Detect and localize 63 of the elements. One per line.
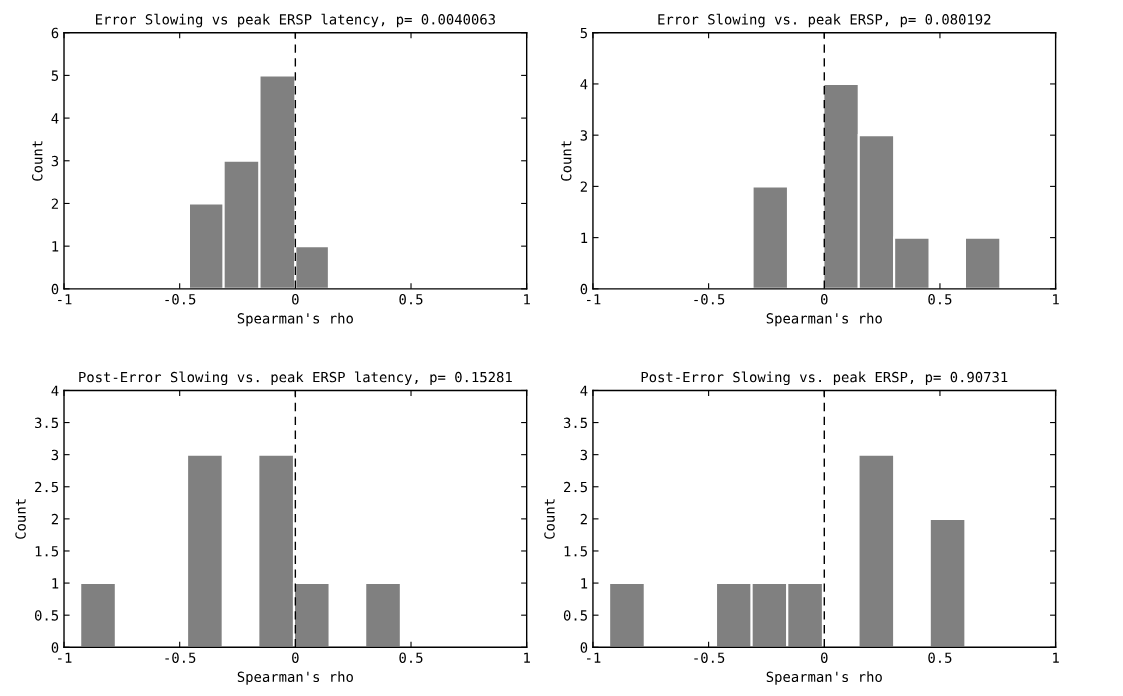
x-tick-label: 0 <box>292 294 299 305</box>
y-axis-title: Count <box>544 499 555 539</box>
x-tick-label: 0.5 <box>928 652 952 663</box>
x-tick-label: -1 <box>587 652 601 663</box>
y-tick-label: 1 <box>581 578 588 589</box>
x-tick-label: -0.5 <box>694 652 725 663</box>
y-tick-label: 3 <box>580 130 588 141</box>
y-tick-label: 3 <box>51 449 59 461</box>
y-tick-label: 3.5 <box>34 417 59 429</box>
y-tick-label: 0 <box>51 283 59 295</box>
y-tick-label: 2 <box>580 513 587 525</box>
x-axis-title: Spearman's rho <box>237 312 353 327</box>
chart-title: Post-Error Slowing vs. peak ERSP latency, p= 0.15281 <box>79 371 512 386</box>
x-tick-label: -1 <box>58 652 72 663</box>
y-tick-label: 3.5 <box>563 417 587 429</box>
x-axis-title: Spearman's rho <box>766 312 882 327</box>
y-tick-label: 0 <box>51 642 59 653</box>
y-tick-label: 4 <box>51 113 59 124</box>
x-tick-label: 0 <box>821 652 828 663</box>
x-tick-label: 0.5 <box>928 294 952 305</box>
y-tick-label: 0.5 <box>563 610 587 621</box>
y-tick-label: 2 <box>51 198 58 209</box>
y-tick-label: 5 <box>51 70 59 81</box>
y-axis-title: Count <box>32 141 43 181</box>
x-tick-label: -0.5 <box>694 294 725 305</box>
x-tick-label: -1 <box>587 294 601 305</box>
y-tick-label: 6 <box>51 27 59 39</box>
x-tick-label: -1 <box>58 294 72 305</box>
x-tick-label: 1 <box>524 294 530 305</box>
x-tick-label: 1 <box>524 652 530 663</box>
y-tick-label: 1 <box>52 578 59 589</box>
y-axis-title: Count <box>15 499 26 539</box>
x-axis-title: Spearman's rho <box>766 671 882 685</box>
chart-title: Post-Error Slowing vs. peak ERSP, p= 0.90731 <box>641 371 1008 386</box>
y-axis-title: Count <box>560 141 572 181</box>
x-tick-label: -0.5 <box>165 652 196 663</box>
y-tick-label: 1 <box>581 232 588 243</box>
y-tick-label: 2.5 <box>564 481 587 493</box>
y-tick-label: 1.5 <box>564 546 587 557</box>
y-tick-label: 1.5 <box>35 546 59 557</box>
y-tick-label: 3 <box>51 155 59 167</box>
y-tick-label: 2.5 <box>35 481 59 493</box>
y-tick-label: 2 <box>580 181 587 192</box>
y-tick-label: 3 <box>580 449 588 461</box>
x-tick-label: 1 <box>1053 294 1059 305</box>
x-tick-label: 0 <box>292 652 299 663</box>
x-tick-label: 0.5 <box>399 294 423 305</box>
x-tick-label: 0.5 <box>399 652 423 663</box>
chart-title: Error Slowing vs peak ERSP latency, p= 0.0040063 <box>96 13 495 28</box>
y-tick-label: 0 <box>580 642 588 653</box>
x-axis-title: Spearman's rho <box>237 671 353 685</box>
y-tick-label: 5 <box>580 27 587 39</box>
y-tick-label: 4 <box>51 385 59 396</box>
y-tick-label: 2 <box>51 513 58 525</box>
y-tick-label: 1 <box>52 241 59 252</box>
x-tick-label: 1 <box>1053 652 1059 663</box>
y-tick-label: 0.5 <box>34 610 59 621</box>
y-tick-label: 0 <box>580 283 588 295</box>
y-tick-label: 4 <box>580 79 588 90</box>
y-tick-label: 4 <box>580 385 588 396</box>
x-tick-label: -0.5 <box>165 294 196 305</box>
chart-title: Error Slowing vs. peak ERSP, p= 0.080192 <box>658 13 991 28</box>
x-tick-label: 0 <box>821 294 828 305</box>
